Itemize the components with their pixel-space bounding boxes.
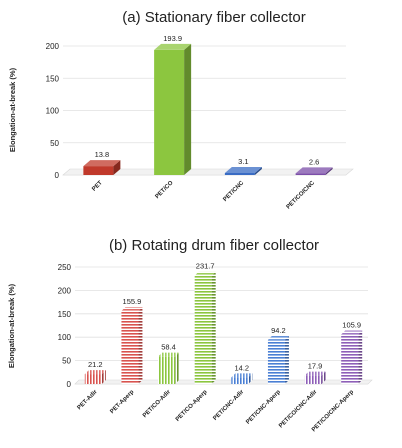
x-tick-label: PET [91,180,104,193]
y-tick-label: 100 [58,333,72,342]
bar-top [231,373,253,378]
bar-top [121,307,143,312]
bar-top [154,43,192,50]
data-label: 3.1 [238,157,248,166]
bar [231,373,253,384]
x-tick-label: PET/CNC [222,180,245,203]
x-tick-label: PET/CO [154,180,174,200]
bar-top [295,167,333,174]
bar-top [83,160,121,167]
bar [295,167,333,175]
bar-front [158,356,176,384]
bar-top [84,370,106,375]
bar-side [211,271,216,384]
chart-a-title: (a) Stationary fiber collector [122,9,305,26]
bar-side [254,167,262,175]
data-label: 14.2 [235,363,250,372]
bar-front [304,375,322,384]
bar-front [267,339,285,384]
bar-front [224,173,255,175]
x-tick-label: PET/CO/CNC-Adir [278,389,319,430]
data-label: 155.9 [123,297,142,306]
bar-top [304,371,326,376]
bar-top [224,167,262,174]
y-tick-label: 0 [55,171,60,180]
y-tick-label: 150 [58,310,72,319]
y-tick-label: 50 [50,139,59,148]
data-label: 17.9 [308,362,323,371]
chart-b-ylabel: Elongation-at-break (%) [7,283,16,368]
data-label: 94.2 [271,326,286,335]
y-tick-label: 0 [67,380,72,389]
bar-front [121,311,139,384]
data-label: 231.7 [196,262,215,271]
bar-top [194,271,216,276]
bar [341,330,363,384]
bar-front [154,49,185,175]
y-tick-label: 200 [58,286,72,295]
chart-stationary: (a) Stationary fiber collector Elongatio… [8,9,354,211]
bar [154,43,192,175]
bar [121,307,143,384]
bar-side [284,335,289,384]
bar-side [248,373,253,384]
x-tick-label: PET-Adir [77,389,100,412]
chart-b-title: (b) Rotating drum fiber collector [109,237,319,254]
bar-side [175,352,180,384]
bar-side [138,307,143,384]
bar-front [194,275,212,384]
bar [194,271,216,384]
bar-front [231,377,249,384]
chart-floor [74,379,373,385]
bar-top [158,352,180,357]
x-tick-label: PET/CO-Adir [142,389,172,419]
chart-a-ylabel: Elongation-at-break (%) [8,67,17,152]
data-label: 21.2 [88,360,103,369]
bar-top [267,335,289,340]
y-tick-label: 150 [46,74,60,83]
x-tick-label: PET/CO/CNC-Aperp [311,389,355,433]
bar-top [341,330,363,335]
data-label: 105.9 [342,320,361,329]
bar-front [341,334,359,384]
y-tick-label: 50 [62,357,71,366]
data-label: 58.4 [161,343,176,352]
bar [224,167,262,175]
bar [304,371,326,384]
data-label: 13.8 [95,150,110,159]
chart-rotating: (b) Rotating drum fiber collector Elonga… [7,237,373,433]
data-label: 193.9 [163,34,182,43]
x-tick-label: PET/CNC-Aperp [245,389,282,426]
y-tick-label: 250 [58,263,72,272]
x-tick-label: PET/CNC-Adir [212,389,245,422]
bar-side [101,370,106,384]
bar [267,335,289,384]
bar-front [83,166,114,175]
y-tick-label: 200 [46,42,60,51]
bar-side [325,167,333,175]
bar-side [113,160,121,175]
bar [158,352,180,384]
bar [84,370,106,384]
x-tick-label: PET/CO-Aperp [175,389,209,423]
bar-side [184,43,192,175]
bar-front [295,173,326,175]
bar-side [358,330,363,384]
x-tick-label: PET-Aperp [109,389,135,415]
bar-side [321,371,326,384]
bar [83,160,121,175]
bar-front [84,374,102,384]
data-label: 2.6 [309,157,319,166]
y-tick-label: 100 [46,107,60,116]
x-tick-label: PET/CO/CNC [286,180,317,211]
